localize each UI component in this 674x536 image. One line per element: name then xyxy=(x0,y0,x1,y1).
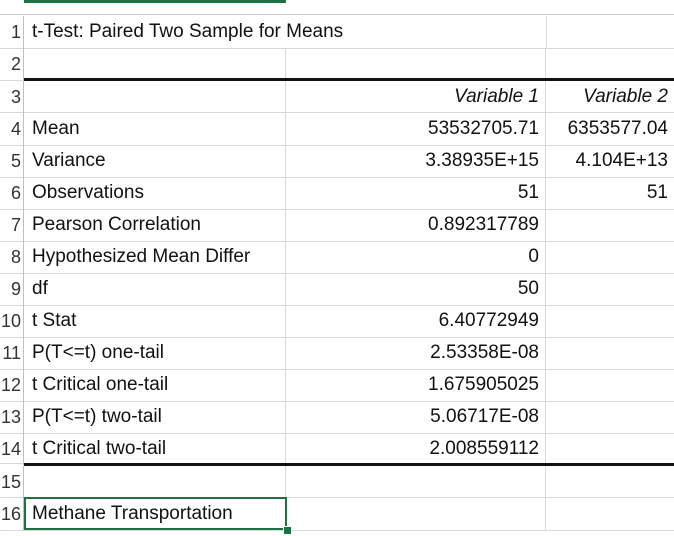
header-variable-2[interactable]: Variable 2 xyxy=(583,86,668,107)
sheet-row-2: 2 xyxy=(0,48,674,81)
cell-b13[interactable]: 5.06717E-08 xyxy=(286,401,546,433)
cell-b2[interactable] xyxy=(286,48,546,80)
sheet-row-6: 6 Observations 51 51 xyxy=(0,177,674,210)
sheet-row-9: 9 df 50 xyxy=(0,273,674,306)
cell-c11[interactable] xyxy=(546,337,674,369)
cell-b16[interactable] xyxy=(286,498,546,530)
cell-c2[interactable] xyxy=(546,48,674,80)
cell-b7[interactable]: 0.892317789 xyxy=(286,209,546,241)
row-number-5[interactable]: 5 xyxy=(0,145,24,177)
cell-a12[interactable]: t Critical one-tail xyxy=(24,369,286,401)
column-header-strip[interactable] xyxy=(0,0,674,15)
cell-a15[interactable] xyxy=(24,466,286,498)
sheet-row-10: 10 t Stat 6.40772949 xyxy=(0,305,674,338)
sheet-row-12: 12 t Critical one-tail 1.675905025 xyxy=(0,369,674,402)
row-number-13[interactable]: 13 xyxy=(0,401,24,433)
table-bottom-rule xyxy=(24,463,674,466)
cell-a1[interactable]: t-Test: Paired Two Sample for Means xyxy=(32,21,344,42)
row-number-3[interactable]: 3 xyxy=(0,81,24,113)
cell-b5[interactable]: 3.38935E+15 xyxy=(286,145,546,177)
row-number-2[interactable]: 2 xyxy=(0,48,24,80)
cell-b8[interactable]: 0 xyxy=(286,241,546,273)
sheet-row-3: 3 Variable 1 Variable 2 xyxy=(0,81,674,113)
cell-a7[interactable]: Pearson Correlation xyxy=(24,209,286,241)
cell-c6[interactable]: 51 xyxy=(646,182,668,203)
column-a-selection-indicator xyxy=(24,0,286,3)
cell-a3[interactable] xyxy=(24,81,286,113)
cell-c5[interactable]: 4.104E+13 xyxy=(575,150,668,171)
row-number-7[interactable]: 7 xyxy=(0,209,24,241)
active-cell-outline xyxy=(24,497,287,530)
cell-b11[interactable]: 2.53358E-08 xyxy=(286,337,546,369)
cell-c15[interactable] xyxy=(546,466,674,498)
cell-a5[interactable]: Variance xyxy=(24,145,286,177)
row-number-14[interactable]: 14 xyxy=(0,433,24,465)
cell-a11[interactable]: P(T<=t) one-tail xyxy=(24,337,286,369)
cell-a6[interactable]: Observations xyxy=(24,177,286,209)
row-number-1[interactable]: 1 xyxy=(0,16,24,48)
row-number-11[interactable]: 11 xyxy=(0,337,24,369)
sheet-row-7: 7 Pearson Correlation 0.892317789 xyxy=(0,209,674,242)
row-number-15[interactable]: 15 xyxy=(0,466,24,498)
cell-c1[interactable] xyxy=(546,16,674,48)
cell-c4[interactable]: 6353577.04 xyxy=(567,118,668,139)
cell-b15[interactable] xyxy=(286,466,546,498)
cell-b6[interactable]: 51 xyxy=(286,177,546,209)
sheet-row-5: 5 Variance 3.38935E+15 4.104E+13 xyxy=(0,145,674,178)
row-number-8[interactable]: 8 xyxy=(0,241,24,273)
cell-c12[interactable] xyxy=(546,369,674,401)
cell-a14[interactable]: t Critical two-tail xyxy=(24,433,286,465)
cell-c10[interactable] xyxy=(546,305,674,337)
row-number-4[interactable]: 4 xyxy=(0,113,24,145)
cell-b10[interactable]: 6.40772949 xyxy=(286,305,546,337)
table-top-rule xyxy=(24,78,674,81)
fill-handle[interactable] xyxy=(283,526,292,535)
sheet-row-1: 1 t-Test: Paired Two Sample for Means xyxy=(0,16,674,49)
sheet-row-16: 16 Methane Transportation xyxy=(0,498,674,531)
sheet-row-13: 13 P(T<=t) two-tail 5.06717E-08 xyxy=(0,401,674,434)
cell-b4[interactable]: 53532705.71 xyxy=(286,113,546,145)
cell-c9[interactable] xyxy=(546,273,674,305)
cell-c13[interactable] xyxy=(546,401,674,433)
cell-c16[interactable] xyxy=(546,498,674,530)
cell-c14[interactable] xyxy=(546,433,674,465)
row-number-12[interactable]: 12 xyxy=(0,369,24,401)
cell-a8[interactable]: Hypothesized Mean Differ xyxy=(24,241,286,273)
cell-a13[interactable]: P(T<=t) two-tail xyxy=(24,401,286,433)
header-variable-1[interactable]: Variable 1 xyxy=(286,81,546,113)
cell-b12[interactable]: 1.675905025 xyxy=(286,369,546,401)
row-number-10[interactable]: 10 xyxy=(0,305,24,337)
row-number-6[interactable]: 6 xyxy=(0,177,24,209)
cell-c8[interactable] xyxy=(546,241,674,273)
sheet-row-11: 11 P(T<=t) one-tail 2.53358E-08 xyxy=(0,337,674,370)
sheet-row-15: 15 xyxy=(0,466,674,498)
cell-c7[interactable] xyxy=(546,209,674,241)
sheet-row-4: 4 Mean 53532705.71 6353577.04 xyxy=(0,113,674,146)
cell-b14[interactable]: 2.008559112 xyxy=(286,433,546,465)
cell-a4[interactable]: Mean xyxy=(24,113,286,145)
sheet-row-14: 14 t Critical two-tail 2.008559112 xyxy=(0,433,674,465)
cell-a9[interactable]: df xyxy=(24,273,286,305)
cell-a10[interactable]: t Stat xyxy=(24,305,286,337)
cell-b9[interactable]: 50 xyxy=(286,273,546,305)
row-number-16[interactable]: 16 xyxy=(0,498,24,530)
cell-a2[interactable] xyxy=(24,48,286,80)
row-number-9[interactable]: 9 xyxy=(0,273,24,305)
sheet-row-8: 8 Hypothesized Mean Differ 0 xyxy=(0,241,674,274)
